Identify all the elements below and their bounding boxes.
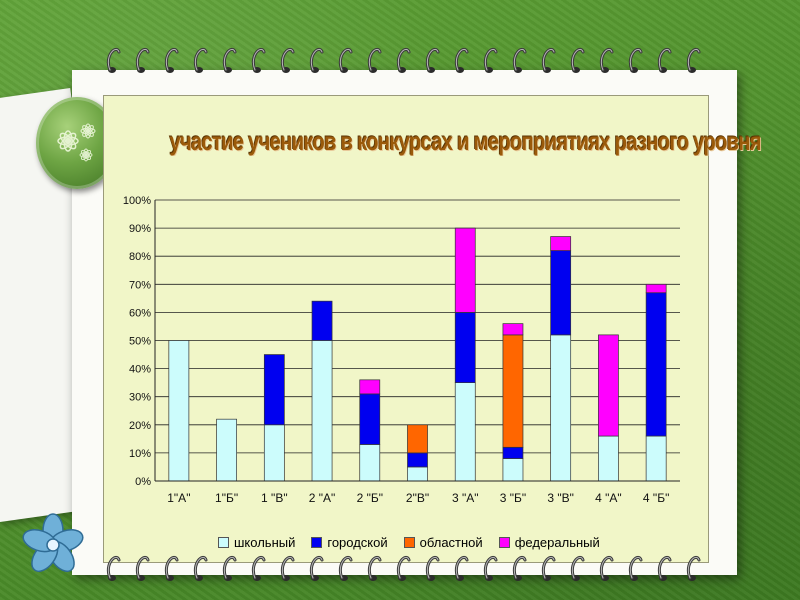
bar-segment-федеральный (645, 283, 667, 294)
legend-item: федеральный (498, 535, 600, 550)
bar-segment-городской (645, 292, 667, 437)
bar-segment-городской (359, 393, 381, 445)
y-tick-label: 50% (129, 336, 151, 348)
x-tick-label: 1"Б" (215, 491, 238, 505)
bar-segment-школьный (216, 418, 237, 482)
x-tick-label: 2 "Б" (357, 491, 383, 505)
legend-label: школьный (234, 535, 296, 550)
legend-item: школьный (218, 535, 295, 550)
y-tick-label: 80% (129, 251, 151, 263)
x-tick-label: 4 "А" (595, 491, 622, 505)
bar-segment-школьный (645, 435, 667, 482)
bar-segment-городской (407, 452, 428, 468)
bar-segment-школьный (550, 334, 572, 482)
legend-swatch (311, 537, 323, 548)
bar-segment-городской (550, 250, 572, 336)
x-tick-label: 2"В" (406, 491, 429, 505)
bar-segment-областной (407, 424, 428, 454)
bar-segment-федеральный (502, 323, 524, 336)
bar-segment-школьный (598, 435, 619, 482)
bar-segment-школьный (263, 424, 285, 482)
bar-segment-федеральный (454, 227, 476, 313)
x-tick-label: 4 "Б" (643, 491, 669, 505)
bar-segment-школьный (502, 458, 524, 482)
bar-segment-городской (454, 312, 476, 383)
y-tick-label: 10% (129, 448, 151, 460)
bar-segment-федеральный (598, 334, 619, 437)
y-tick-label: 30% (129, 392, 151, 404)
blue-flower-icon (18, 510, 88, 580)
y-tick-label: 40% (129, 364, 151, 376)
x-tick-label: 2 "А" (309, 491, 336, 505)
y-tick-label: 60% (129, 307, 151, 319)
bar-segment-школьный (359, 444, 381, 482)
y-tick-label: 0% (135, 476, 151, 488)
x-tick-label: 1"А" (167, 491, 190, 505)
legend-label: федеральный (514, 535, 600, 550)
y-tick-label: 20% (129, 420, 151, 432)
x-tick-label: 3 "В" (547, 491, 574, 505)
x-tick-label: 3 "Б" (500, 491, 526, 505)
chart-legend: школьный городской областной федеральный (218, 535, 600, 550)
legend-swatch (498, 537, 510, 548)
bar-segment-школьный (454, 382, 476, 482)
x-tick-label: 1 "В" (261, 491, 288, 505)
legend-label: областной (419, 535, 483, 550)
y-tick-label: 90% (129, 223, 151, 235)
bar-segment-городской (502, 446, 524, 459)
legend-swatch (218, 537, 229, 548)
legend-label: городской (327, 535, 388, 550)
bar-segment-школьный (311, 340, 333, 482)
bar-segment-федеральный (359, 379, 381, 395)
bar-segment-городской (311, 300, 333, 341)
bar-segment-школьный (168, 340, 190, 482)
bar-segment-городской (263, 354, 285, 426)
x-tick-label: 3 "А" (452, 491, 479, 505)
bar-segment-областной (502, 334, 524, 448)
bar-segment-федеральный (550, 236, 572, 251)
legend-swatch (403, 537, 415, 548)
y-tick-label: 70% (129, 279, 151, 291)
legend-item: городской (311, 535, 388, 550)
legend-item: областной (403, 535, 483, 550)
y-tick-label: 100% (123, 195, 151, 207)
bar-segment-школьный (407, 466, 428, 482)
